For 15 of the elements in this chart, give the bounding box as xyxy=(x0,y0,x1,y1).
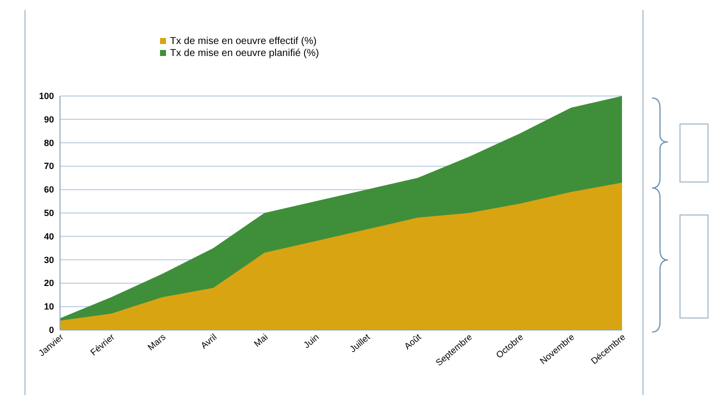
x-tick-label: Juin xyxy=(302,332,321,350)
x-tick-label: Mai xyxy=(252,332,270,349)
legend-label: Tx de mise en oeuvre planifié (%) xyxy=(170,48,319,59)
y-tick-label: 30 xyxy=(44,254,54,265)
y-tick-label: 60 xyxy=(44,184,54,195)
y-tick-label: 70 xyxy=(44,161,54,172)
y-tick-label: 50 xyxy=(44,208,54,218)
y-tick-label: 20 xyxy=(44,278,54,288)
y-tick-label: 0 xyxy=(48,325,54,335)
legend-label: Tx de mise en oeuvre effectif (%) xyxy=(170,36,317,47)
y-tick-label: 80 xyxy=(44,138,54,148)
y-tick-label: 90 xyxy=(44,114,54,124)
y-tick-label: 40 xyxy=(44,231,54,242)
y-tick-label: 100 xyxy=(38,91,54,101)
y-tick-label: 10 xyxy=(44,302,54,312)
